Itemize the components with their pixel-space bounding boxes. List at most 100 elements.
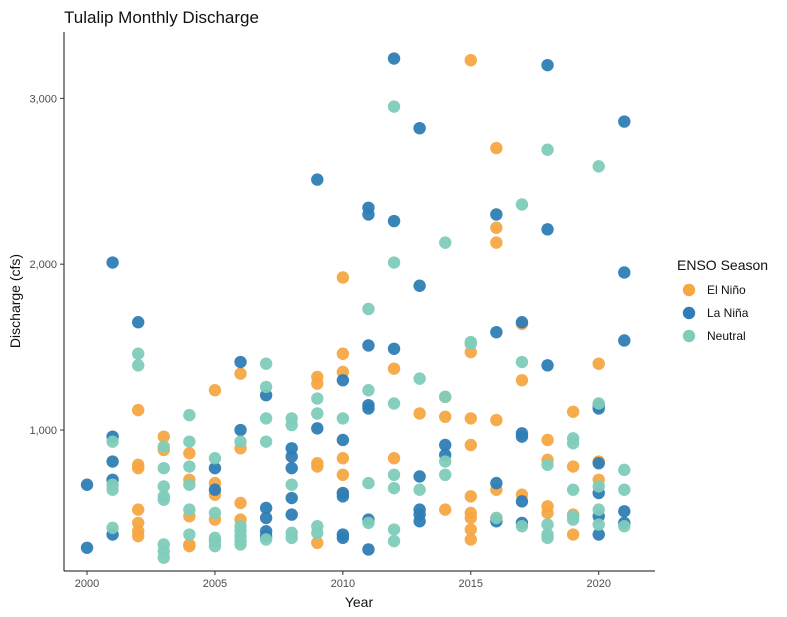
point-neutral [259, 435, 273, 448]
legend-label-la-ni-a: La Niña [707, 306, 749, 320]
y-axis-ticks: 1,000 2,000 3,000 [29, 93, 64, 437]
point-neutral [157, 480, 170, 493]
point-neutral [387, 481, 401, 495]
point-la-ni-a [618, 334, 631, 347]
point-la-ni-a [541, 359, 554, 372]
x-axis-title: Year [345, 594, 374, 610]
point-el-ni-o [490, 141, 503, 155]
point-el-ni-o [131, 403, 145, 417]
point-el-ni-o [311, 536, 324, 550]
point-el-ni-o [387, 362, 401, 375]
point-el-ni-o [336, 347, 350, 360]
point-neutral [362, 302, 375, 316]
point-la-ni-a [618, 266, 631, 279]
point-el-ni-o [490, 236, 503, 249]
x-tick-label: 2000 [75, 578, 99, 590]
point-neutral [183, 460, 196, 473]
point-la-ni-a [515, 430, 529, 443]
point-neutral [566, 437, 580, 450]
point-neutral [566, 483, 580, 496]
point-neutral [208, 506, 222, 520]
point-neutral [157, 493, 170, 506]
point-la-ni-a [80, 541, 94, 554]
point-la-ni-a [285, 450, 298, 463]
legend-key-la-ni-a [682, 306, 696, 320]
point-neutral [311, 526, 324, 540]
chart-title: Tulalip Monthly Discharge [64, 8, 259, 27]
point-la-ni-a [362, 402, 375, 415]
point-neutral [515, 198, 529, 211]
point-el-ni-o [515, 374, 529, 387]
x-tick-label: 2020 [586, 578, 610, 590]
point-la-ni-a [234, 423, 247, 437]
point-la-ni-a [234, 355, 247, 369]
point-el-ni-o [131, 461, 145, 475]
point-neutral [336, 412, 350, 425]
point-el-ni-o [439, 410, 452, 423]
point-neutral [618, 520, 631, 533]
point-neutral [362, 516, 375, 530]
point-neutral [515, 355, 529, 369]
point-neutral [515, 520, 529, 533]
point-la-ni-a [490, 325, 503, 339]
point-neutral [362, 384, 375, 397]
point-neutral [285, 478, 298, 491]
point-el-ni-o [234, 367, 247, 380]
point-la-ni-a [131, 316, 145, 329]
point-el-ni-o [387, 452, 401, 465]
point-el-ni-o [541, 506, 554, 520]
point-la-ni-a [439, 438, 452, 452]
point-neutral [541, 518, 554, 531]
point-neutral [208, 452, 222, 465]
legend: ENSO Season El Niño La Niña Neutral [677, 257, 768, 343]
point-el-ni-o [234, 496, 247, 510]
point-neutral [618, 483, 631, 496]
x-axis-ticks: 2000 2005 2010 2015 2020 [75, 571, 611, 590]
point-neutral [234, 538, 247, 551]
y-tick-label: 2,000 [29, 259, 57, 271]
plot-area [63, 32, 655, 572]
point-neutral [183, 408, 196, 422]
point-neutral [464, 337, 477, 350]
point-el-ni-o [490, 413, 503, 427]
legend-label-neutral: Neutral [707, 329, 746, 343]
point-neutral [439, 468, 452, 482]
point-neutral [157, 461, 170, 475]
x-tick-label: 2010 [331, 578, 355, 590]
point-neutral [618, 463, 631, 477]
point-neutral [592, 503, 605, 516]
point-neutral [387, 100, 401, 113]
x-tick-label: 2015 [459, 578, 483, 590]
point-neutral [285, 418, 298, 432]
point-la-ni-a [259, 511, 273, 525]
point-la-ni-a [515, 495, 529, 508]
legend-title: ENSO Season [677, 257, 768, 273]
point-neutral [387, 523, 401, 536]
point-neutral [259, 357, 273, 370]
point-la-ni-a [618, 115, 631, 128]
point-neutral [362, 476, 375, 490]
point-el-ni-o [566, 405, 580, 418]
point-el-ni-o [566, 460, 580, 473]
point-neutral [183, 478, 196, 491]
point-el-ni-o [566, 528, 580, 541]
point-la-ni-a [592, 528, 605, 541]
point-neutral [592, 480, 605, 493]
point-la-ni-a [208, 461, 222, 475]
point-el-ni-o [311, 377, 324, 390]
point-el-ni-o [464, 490, 477, 503]
point-neutral [183, 435, 196, 448]
point-el-ni-o [131, 503, 145, 516]
point-el-ni-o [336, 271, 350, 284]
point-la-ni-a [413, 515, 426, 528]
point-neutral [387, 256, 401, 269]
point-neutral [439, 455, 452, 468]
point-el-ni-o [464, 412, 477, 425]
point-neutral [285, 531, 298, 545]
point-la-ni-a [362, 339, 375, 352]
point-la-ni-a [490, 476, 503, 490]
point-neutral [413, 372, 426, 385]
point-el-ni-o [336, 468, 350, 482]
point-neutral [311, 407, 324, 420]
